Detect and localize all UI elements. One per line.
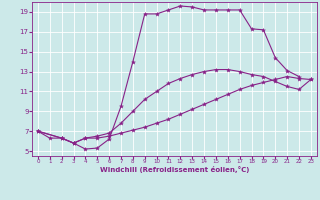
X-axis label: Windchill (Refroidissement éolien,°C): Windchill (Refroidissement éolien,°C) — [100, 166, 249, 173]
